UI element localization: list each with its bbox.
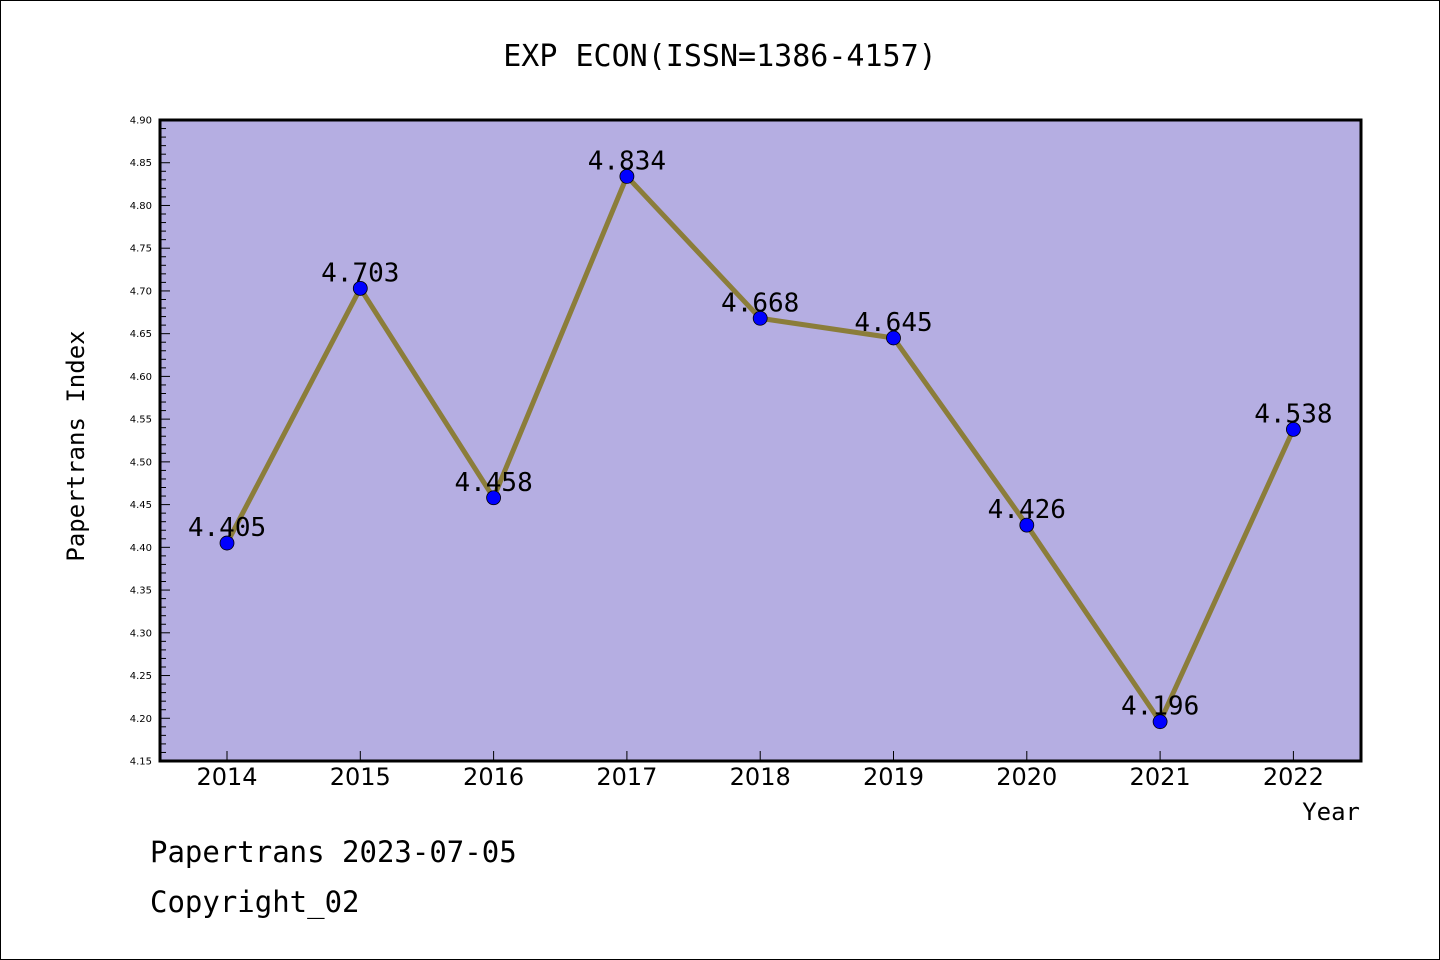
data-label: 4.538 (1254, 399, 1332, 429)
y-tick-label: 4.35 (130, 586, 152, 597)
x-tick-label: 2017 (596, 763, 657, 791)
y-tick-label: 4.30 (130, 628, 152, 639)
x-tick-label: 2021 (1130, 763, 1191, 791)
plot-border (158, 118, 1363, 763)
data-label: 4.703 (321, 258, 399, 288)
data-label: 4.645 (854, 308, 932, 338)
data-label: 4.426 (988, 495, 1066, 525)
data-label: 4.668 (721, 288, 799, 318)
x-tick-label: 2014 (196, 763, 257, 791)
x-tick-label: 2015 (330, 763, 391, 791)
data-label: 4.196 (1121, 692, 1199, 722)
x-axis-title: Year (1302, 798, 1360, 826)
x-tick-label: 2018 (730, 763, 791, 791)
data-label: 4.834 (588, 146, 666, 176)
data-point (486, 490, 502, 506)
y-tick-label: 4.45 (130, 500, 152, 511)
data-point (752, 310, 768, 326)
data-point (1019, 517, 1035, 533)
footer-copyright: Copyright_02 (150, 885, 360, 919)
data-point (1152, 714, 1168, 730)
y-axis: 4.15 4.20 4.25 4.30 4.35 4.40 4.45 4.50 4.55 4.60… (130, 116, 170, 768)
plot-area (160, 120, 1361, 761)
y-tick-label: 4.15 (130, 757, 152, 768)
x-axis: 2014 2015 2016 2017 2018 2019 2020 2021 2022 (196, 751, 1324, 791)
data-point (352, 280, 368, 296)
data-markers (219, 169, 1301, 730)
y-tick-label: 4.20 (130, 714, 152, 725)
y-tick-label: 4.65 (130, 329, 152, 340)
data-label: 4.458 (454, 468, 532, 498)
data-point (619, 169, 635, 184)
y-tick-label: 4.25 (130, 671, 152, 682)
data-label: 4.405 (188, 513, 266, 543)
y-tick-label: 4.85 (130, 158, 152, 169)
data-point (219, 535, 235, 551)
y-tick-label: 4.50 (130, 457, 152, 468)
y-tick-label: 4.80 (130, 201, 152, 212)
y-tick-label: 4.75 (130, 244, 152, 255)
x-tick-label: 2019 (863, 763, 924, 791)
data-point (886, 330, 901, 346)
y-tick-label: 4.55 (130, 415, 152, 426)
x-tick-label: 2020 (996, 763, 1057, 791)
y-tick-label: 4.90 (130, 116, 152, 127)
data-point (1286, 421, 1301, 437)
chart-title: EXP ECON(ISSN=1386-4157) (503, 39, 936, 74)
footer-date: Papertrans 2023-07-05 (150, 835, 517, 869)
x-tick-label: 2022 (1263, 763, 1324, 791)
x-tick-label: 2016 (463, 763, 524, 791)
data-labels: 4.405 4.703 4.458 4.834 4.668 4.645 4.426 4.196… (188, 146, 1333, 721)
y-axis-title: Papertrans Index (62, 330, 90, 561)
y-tick-label: 4.60 (130, 372, 152, 383)
y-tick-label: 4.40 (130, 543, 152, 554)
y-tick-label: 4.70 (130, 286, 152, 297)
